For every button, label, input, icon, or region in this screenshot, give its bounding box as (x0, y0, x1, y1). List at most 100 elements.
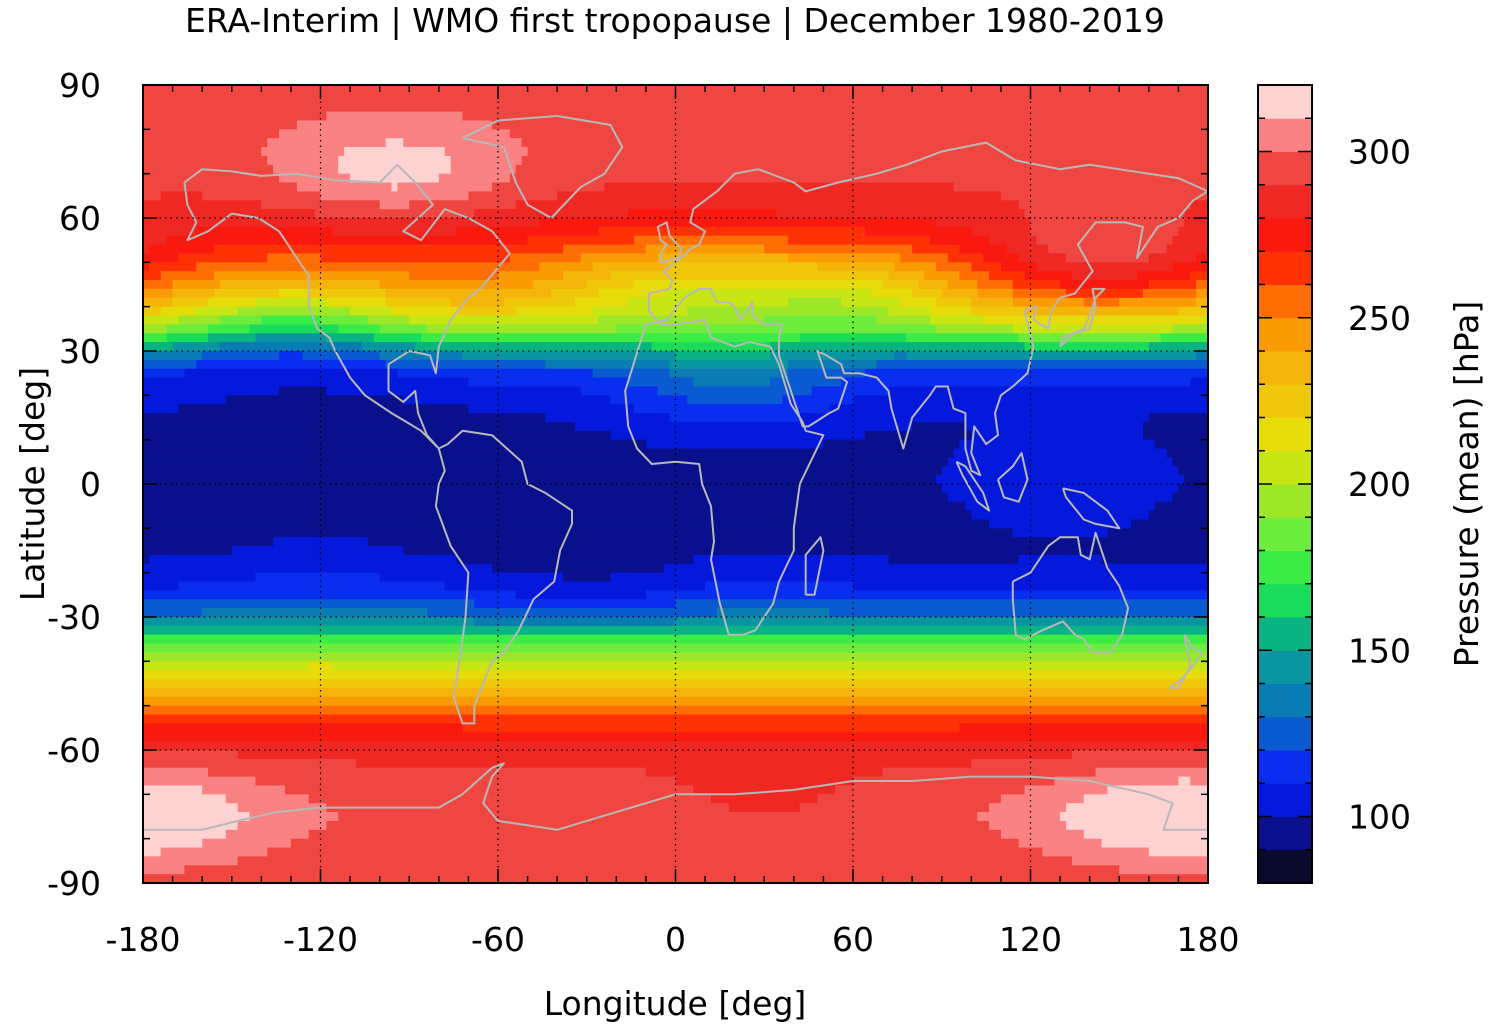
heatmap-cell (965, 421, 1144, 432)
heatmap-cell (1012, 528, 1109, 538)
heatmap-cell (912, 244, 961, 255)
heatmap-cell (876, 315, 931, 325)
heatmap-cell (143, 457, 949, 467)
heatmap-cell (515, 164, 1209, 175)
heatmap-cell (1083, 794, 1209, 804)
heatmap-cell (143, 484, 943, 494)
heatmap-cell (273, 164, 339, 175)
heatmap-cell (143, 785, 203, 795)
heatmap-cell (1148, 342, 1209, 352)
colorbar-tick-labels: 100 150 200 250 300 (1348, 133, 1411, 837)
heatmap-cell (770, 377, 842, 388)
heatmap-cell (1172, 457, 1209, 467)
heatmap-cell (1083, 829, 1209, 840)
heatmap-cell (1066, 253, 1150, 263)
heatmap-cell (592, 262, 671, 272)
heatmap-cell (143, 173, 280, 184)
heatmap-cell (143, 359, 197, 370)
heatmap-cell (143, 209, 316, 219)
colorbar-label: Pressure (mean) [hPa] (1447, 301, 1486, 668)
heatmap-cell (143, 634, 1209, 645)
heatmap-cell (143, 475, 937, 485)
heatmap-cell (935, 475, 1185, 485)
heatmap-cell (143, 386, 280, 396)
heatmap-cell (338, 812, 978, 822)
heatmap-cell (143, 430, 612, 441)
heatmap-cell (1178, 776, 1191, 787)
heatmap-cell (373, 333, 422, 343)
heatmap-cell (160, 306, 197, 317)
heatmap-cell (1142, 288, 1197, 299)
heatmap-cell (1000, 262, 1038, 272)
heatmap-cell (143, 865, 186, 875)
coast-greenland (462, 115, 624, 219)
heatmap-cell (764, 244, 913, 255)
heatmap-cell (929, 235, 990, 246)
colorbar-swatch (1258, 417, 1312, 452)
heatmap-cell (983, 253, 1020, 263)
heatmap-cell (196, 262, 541, 272)
heatmap-cell (143, 590, 517, 600)
colorbar-swatch (1258, 683, 1312, 718)
heatmap-cell (598, 315, 765, 325)
heatmap-cell (143, 767, 209, 778)
heatmap-cell (947, 253, 984, 263)
heatmap-cell (971, 510, 1150, 521)
heatmap-cell (1018, 838, 1103, 849)
heatmap-cell (770, 351, 896, 361)
heatmap-cell (616, 324, 937, 334)
heatmap-cell (421, 333, 801, 343)
heatmap-cell (202, 608, 428, 618)
heatmap-cell (693, 785, 836, 795)
heatmap-cell (143, 581, 180, 591)
heatmap-cell (1024, 209, 1185, 219)
heatmap-cell (1166, 448, 1209, 458)
heatmap-cell (1101, 554, 1209, 565)
heatmap-cell (350, 173, 440, 184)
colorbar-swatch (1258, 450, 1312, 485)
heatmap-cell (225, 794, 310, 804)
heatmap-cell (628, 297, 789, 308)
heatmap-cell (143, 244, 150, 255)
heatmap-cell (971, 758, 1209, 769)
heatmap-cell (1184, 475, 1209, 485)
heatmap-cell (941, 288, 978, 299)
heatmap-cell (468, 191, 558, 201)
heatmap-cell (787, 253, 901, 263)
heatmap-cell (255, 776, 677, 787)
heatmap-cell (237, 803, 328, 813)
heatmap-cell (1060, 280, 1150, 290)
heatmap-cell (184, 368, 399, 379)
heatmap-cell (143, 714, 1209, 724)
heatmap-cell (1036, 262, 1174, 272)
heatmap-cell (669, 359, 789, 370)
heatmap-cell (498, 271, 564, 281)
heatmap-cell (989, 271, 1026, 281)
heatmap-cell (1012, 324, 1174, 334)
heatmap-cell (675, 351, 771, 361)
heatmap-cell (143, 732, 1209, 742)
heatmap-cell (811, 386, 890, 396)
heatmap-cell (799, 803, 990, 813)
heatmap-cell (143, 492, 949, 503)
heatmap-cell (521, 138, 1209, 148)
heatmap-cell (503, 297, 576, 308)
heatmap-cell (143, 262, 150, 272)
heatmap-cell (474, 209, 629, 219)
heatmap-cell (1012, 297, 1085, 308)
heatmap-cell (367, 315, 410, 325)
heatmap-cell (563, 271, 612, 281)
heatmap-cell (977, 812, 1061, 822)
heatmap-cell (267, 155, 339, 166)
heatmap-cell (172, 280, 221, 290)
heatmap-cell (787, 359, 878, 370)
heatmap-cell (338, 324, 381, 334)
colorbar-swatch (1258, 617, 1312, 651)
heatmap-cell (941, 484, 1180, 494)
heatmap-cell (148, 554, 458, 565)
heatmap-cell (1107, 528, 1209, 538)
x-axis-label: Longitude [deg] (544, 984, 807, 1023)
heatmap-cell (1172, 262, 1209, 272)
heatmap-cell (143, 413, 546, 423)
